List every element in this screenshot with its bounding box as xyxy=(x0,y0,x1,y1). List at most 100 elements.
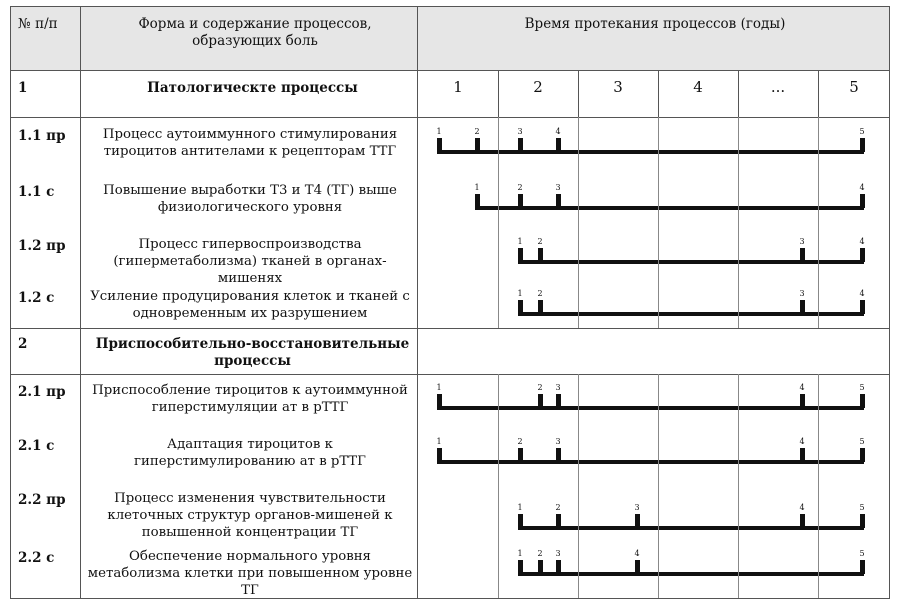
col-sep-year xyxy=(498,117,499,328)
timeline-tick xyxy=(860,514,865,528)
timeline-tick-label: 1 xyxy=(436,437,442,446)
timeline-tick xyxy=(860,448,865,462)
timeline-tick-label: 3 xyxy=(634,503,640,512)
col-sep-year xyxy=(738,117,739,328)
section-title: Приспособительно-восстановительные проце… xyxy=(95,336,410,369)
timeline-tick xyxy=(860,194,865,208)
timeline-tick xyxy=(518,514,523,528)
process-description: Обеспечение нормального уровня метаболиз… xyxy=(87,549,413,598)
row-number: 2.1 пр xyxy=(18,384,66,400)
timeline-tick-label: 3 xyxy=(799,237,805,246)
timeline-tick-label: 4 xyxy=(859,289,865,298)
row-number: 1.1 с xyxy=(18,184,55,200)
timeline-tick-label: 5 xyxy=(859,383,865,392)
timeline-tick xyxy=(800,394,805,408)
timeline-tick-label: 3 xyxy=(555,437,561,446)
col-sep-year xyxy=(818,374,819,598)
timeline-tick-label: 1 xyxy=(436,127,442,136)
col-sep-year xyxy=(658,70,659,117)
timeline-tick xyxy=(556,194,561,208)
timeline-tick xyxy=(475,194,480,208)
year-label: ... xyxy=(770,78,786,96)
year-label: 3 xyxy=(613,78,623,96)
timeline-tick-label: 4 xyxy=(555,127,561,136)
rule-after-header xyxy=(10,70,890,71)
table-border-bottom xyxy=(10,598,890,599)
col-sep-year xyxy=(498,70,499,117)
timeline-bar xyxy=(437,150,864,154)
timeline-tick-label: 4 xyxy=(859,183,865,192)
timeline-bar xyxy=(518,260,864,264)
process-description: Приспособление тироцитов к аутоиммунной … xyxy=(92,383,408,415)
timeline-bar xyxy=(518,572,864,576)
timeline-tick xyxy=(800,300,805,314)
timeline-tick xyxy=(518,300,523,314)
timeline-tick xyxy=(556,394,561,408)
timeline-tick-label: 4 xyxy=(634,549,640,558)
rule-before-section2 xyxy=(10,328,890,329)
table-border-right xyxy=(889,6,890,599)
col-sep-year xyxy=(818,70,819,117)
timeline-tick xyxy=(860,300,865,314)
timeline-tick-label: 4 xyxy=(799,383,805,392)
timeline-tick xyxy=(635,560,640,574)
timeline-tick-label: 5 xyxy=(859,127,865,136)
col-sep-process xyxy=(417,6,418,599)
timeline-tick-label: 2 xyxy=(537,237,543,246)
timeline-tick-label: 1 xyxy=(436,383,442,392)
timeline-bar xyxy=(437,406,864,410)
col-sep-year xyxy=(578,117,579,328)
row-number: 2.2 пр xyxy=(18,492,66,508)
timeline-tick-label: 2 xyxy=(537,383,543,392)
timeline-tick xyxy=(556,560,561,574)
timeline-tick-label: 4 xyxy=(859,237,865,246)
header-row-bg xyxy=(10,6,890,70)
col-sep-num xyxy=(80,6,81,599)
timeline-tick xyxy=(800,514,805,528)
row-number: 1.1 пр xyxy=(18,128,66,144)
timeline-tick xyxy=(518,248,523,262)
timeline-tick xyxy=(437,394,442,408)
section-num: 2 xyxy=(18,336,28,352)
timeline-tick-label: 5 xyxy=(859,503,865,512)
year-label: 1 xyxy=(453,78,463,96)
timeline-tick-label: 4 xyxy=(799,503,805,512)
timeline-tick xyxy=(518,138,523,152)
timeline-tick xyxy=(556,448,561,462)
col-sep-year xyxy=(818,117,819,328)
rule-after-section2 xyxy=(10,374,890,375)
timeline-tick-label: 2 xyxy=(517,183,523,192)
col-sep-year xyxy=(578,70,579,117)
timeline-tick-label: 3 xyxy=(517,127,523,136)
timeline-tick xyxy=(437,448,442,462)
timeline-tick-label: 3 xyxy=(555,383,561,392)
timeline-tick xyxy=(800,448,805,462)
timeline-tick-label: 3 xyxy=(799,289,805,298)
timeline-tick xyxy=(475,138,480,152)
timeline-tick xyxy=(860,248,865,262)
timeline-tick xyxy=(860,394,865,408)
timeline-tick xyxy=(538,560,543,574)
timeline-tick-label: 1 xyxy=(474,183,480,192)
row-number: 1.2 с xyxy=(18,290,55,306)
table-border-left xyxy=(10,6,11,599)
col-sep-year xyxy=(498,374,499,598)
timeline-tick-label: 3 xyxy=(555,183,561,192)
timeline-tick-label: 1 xyxy=(517,503,523,512)
timeline-tick xyxy=(518,194,523,208)
process-description: Процесс изменения чувствительности клето… xyxy=(107,491,393,540)
section-num: 1 xyxy=(18,80,28,96)
timeline-tick xyxy=(635,514,640,528)
rule-after-section1 xyxy=(10,117,890,118)
timeline-bar xyxy=(475,206,864,210)
header-num: № п/п xyxy=(18,16,58,32)
timeline-bar xyxy=(437,460,864,464)
col-sep-year xyxy=(658,117,659,328)
timeline-tick xyxy=(437,138,442,152)
timeline-tick xyxy=(556,514,561,528)
timeline-tick xyxy=(860,138,865,152)
timeline-tick-label: 4 xyxy=(799,437,805,446)
timeline-tick xyxy=(800,248,805,262)
timeline-tick-label: 2 xyxy=(474,127,480,136)
timeline-tick xyxy=(556,138,561,152)
